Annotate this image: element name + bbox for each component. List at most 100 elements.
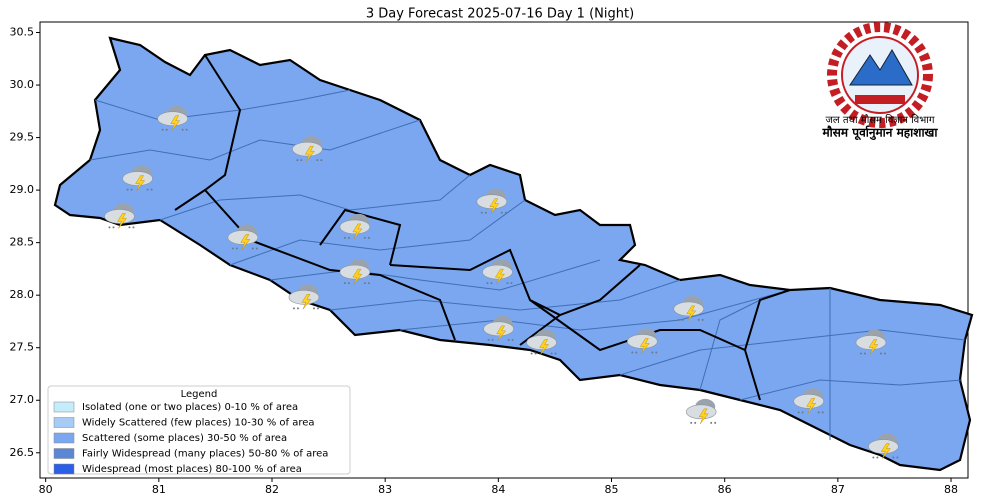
icon-cloud xyxy=(104,209,135,224)
legend-swatch xyxy=(53,401,75,413)
icon-rain xyxy=(697,318,700,321)
icon-rain xyxy=(635,351,638,354)
icon-bolt xyxy=(352,268,363,285)
logo-mountain xyxy=(849,49,913,86)
icon-rain xyxy=(161,128,164,131)
x-tick-label: 86 xyxy=(718,483,732,496)
legend-label: Widely Scattered (few places) 10-30 % of… xyxy=(82,418,315,429)
weather-icon xyxy=(483,315,514,342)
icon-bolt xyxy=(496,325,507,342)
icon-rain xyxy=(694,421,697,424)
weather-icon xyxy=(104,203,135,229)
weather-icon xyxy=(157,105,188,131)
weather-icon xyxy=(339,213,371,240)
logo-text-1: जल तथा मौसम विज्ञान विभाग xyxy=(825,114,934,126)
weather-icon xyxy=(482,259,513,285)
icon-rain xyxy=(480,211,483,214)
icon-cloud xyxy=(793,394,824,409)
legend-box xyxy=(47,385,351,475)
x-tick-label: 88 xyxy=(944,483,958,496)
icon-rain xyxy=(347,236,350,239)
icon-rain xyxy=(130,188,133,191)
legend-swatch xyxy=(53,448,75,459)
legend-title: Legend xyxy=(181,389,218,400)
icon-rain xyxy=(296,307,299,310)
icon-rain xyxy=(235,247,238,250)
country-shape xyxy=(53,36,974,472)
logo-text-2: मौसम पूर्वानुमान महाशाखा xyxy=(822,126,939,141)
weather-icon xyxy=(526,329,557,355)
icon-rain xyxy=(859,352,862,355)
icon-rain xyxy=(231,247,234,250)
x-tick-label: 87 xyxy=(831,483,845,496)
icon-cloud xyxy=(483,321,514,337)
logo: जल तथा मौसम विज्ञान विभाग मौसम पूर्वानुम… xyxy=(822,22,939,141)
icon-rain xyxy=(343,236,346,239)
x-tick-label: 81 xyxy=(152,483,166,496)
icon-cloud xyxy=(855,335,887,350)
icon-rain xyxy=(181,128,184,131)
icon-rain xyxy=(343,282,346,285)
icon-rain xyxy=(863,352,866,355)
y-tick-label: 28.0 xyxy=(10,288,35,301)
icon-rain xyxy=(165,128,168,131)
icon-rain xyxy=(500,211,503,214)
icon-rain xyxy=(363,282,366,285)
icon-rain xyxy=(367,236,370,239)
icon-rain xyxy=(710,421,713,424)
icon-rain xyxy=(150,188,153,191)
icon-rain xyxy=(655,351,658,354)
icon-rain xyxy=(801,411,804,414)
icon-bolt xyxy=(117,213,128,229)
icon-rain xyxy=(506,282,509,285)
x-tick-label: 80 xyxy=(39,483,53,496)
icon-rain xyxy=(510,282,513,285)
icon-rain xyxy=(554,352,557,355)
weather-icon xyxy=(292,136,323,162)
logo-ribbon xyxy=(855,95,905,104)
y-tick-label: 29.5 xyxy=(10,131,35,144)
x-tick-label: 85 xyxy=(605,483,619,496)
icon-rain xyxy=(872,456,875,459)
icon-rain xyxy=(490,282,493,285)
weather-icon xyxy=(627,328,658,354)
weather-icon xyxy=(339,259,371,285)
y-tick-label: 29.0 xyxy=(10,183,35,196)
icon-rain xyxy=(108,226,111,229)
icon-rain xyxy=(534,352,537,355)
icon-rain xyxy=(879,352,882,355)
icon-bolt xyxy=(639,338,650,354)
icon-bolt xyxy=(489,198,500,214)
icon-cloud xyxy=(339,219,371,235)
icon-cloud xyxy=(476,194,508,210)
icon-rain xyxy=(112,226,115,229)
icon-rain xyxy=(883,352,886,355)
icon-rain xyxy=(631,351,634,354)
icon-rain xyxy=(185,128,188,131)
icon-rain xyxy=(146,188,149,191)
y-tick-label: 27.0 xyxy=(10,393,35,406)
icon-bolt xyxy=(806,398,817,414)
icon-rain xyxy=(316,159,319,162)
axes-frame xyxy=(39,21,969,479)
icon-rain xyxy=(251,247,254,250)
legend-swatch xyxy=(53,432,75,444)
weather-icon xyxy=(855,329,887,355)
x-tick-label: 83 xyxy=(378,483,392,496)
icon-bolt xyxy=(135,175,146,191)
weather-icon xyxy=(793,388,824,414)
y-tick-label: 27.5 xyxy=(10,341,35,354)
icon-rain xyxy=(255,247,258,250)
icon-cloud xyxy=(526,335,557,350)
icon-rain xyxy=(530,352,533,355)
icon-rain xyxy=(892,456,895,459)
weather-icon xyxy=(673,295,705,322)
icon-rain xyxy=(128,226,131,229)
weather-icon xyxy=(685,398,717,425)
icon-rain xyxy=(486,282,489,285)
icon-rain xyxy=(312,307,315,310)
icon-rain xyxy=(300,159,303,162)
icon-rain xyxy=(651,351,654,354)
legend-label: Fairly Widespread (many places) 50-80 % … xyxy=(82,449,328,460)
weather-icon xyxy=(227,224,259,250)
